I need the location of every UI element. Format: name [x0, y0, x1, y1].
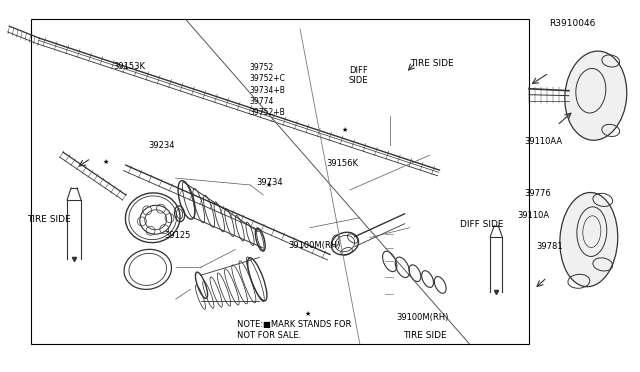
Text: ★: ★: [305, 311, 311, 317]
Text: 39156K: 39156K: [326, 159, 358, 169]
Text: 39776: 39776: [524, 189, 550, 198]
Text: 39752: 39752: [250, 63, 274, 72]
Text: 39781: 39781: [537, 243, 563, 251]
Text: TIRE SIDE: TIRE SIDE: [403, 331, 447, 340]
Text: ★: ★: [342, 128, 348, 134]
Text: 39110A: 39110A: [518, 211, 550, 220]
Text: 39125: 39125: [164, 231, 190, 240]
Text: 39734+B: 39734+B: [250, 86, 286, 94]
Text: ★: ★: [103, 159, 109, 165]
Text: 39153K: 39153K: [113, 61, 145, 71]
Text: 39752+B: 39752+B: [250, 108, 285, 117]
Text: 39100M(RH): 39100M(RH): [288, 241, 340, 250]
Ellipse shape: [565, 51, 627, 140]
Ellipse shape: [560, 192, 618, 287]
Text: 39100M(RH): 39100M(RH): [396, 312, 449, 321]
Text: 39734: 39734: [256, 178, 283, 187]
Text: DIFF SIDE: DIFF SIDE: [460, 220, 504, 229]
Text: 39110AA: 39110AA: [524, 137, 562, 146]
Text: DIFF
SIDE: DIFF SIDE: [349, 65, 368, 85]
Text: 39234: 39234: [148, 141, 175, 150]
Text: ★: ★: [265, 182, 271, 188]
Text: TIRE SIDE: TIRE SIDE: [410, 60, 453, 68]
Bar: [31, 19, 529, 344]
Text: TIRE SIDE: TIRE SIDE: [27, 215, 70, 224]
Text: 39774: 39774: [250, 97, 275, 106]
Text: 39752+C: 39752+C: [250, 74, 286, 83]
Text: NOTE:■MARK STANDS FOR
NOT FOR SALE.: NOTE:■MARK STANDS FOR NOT FOR SALE.: [237, 320, 351, 340]
Text: R3910046: R3910046: [549, 19, 596, 28]
